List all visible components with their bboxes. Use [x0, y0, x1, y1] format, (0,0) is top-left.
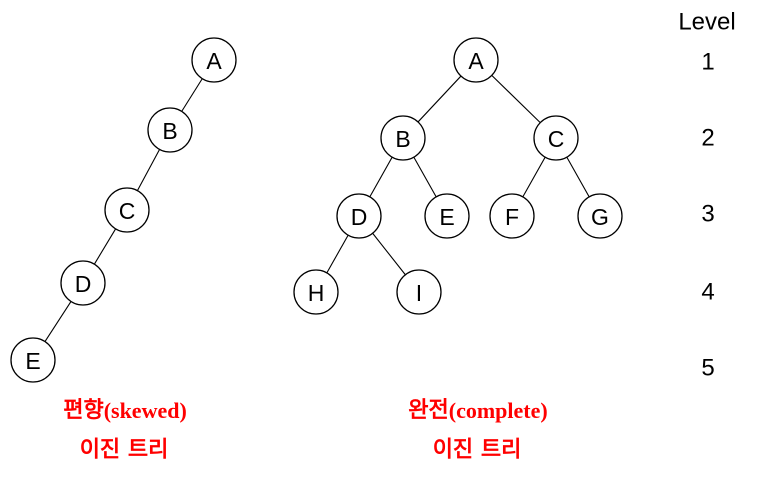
- complete-node-label: A: [468, 48, 484, 74]
- level-1: 1: [701, 49, 714, 76]
- level-2: 2: [701, 125, 714, 152]
- complete-node-h: H: [293, 269, 339, 315]
- level-column: Level 1 2 3 4 5: [678, 9, 735, 382]
- complete-edge-c-f: [522, 156, 546, 198]
- complete-node-circle: [453, 37, 499, 83]
- complete-node-label: G: [591, 204, 609, 230]
- skewed-node-label: B: [162, 118, 177, 144]
- complete-node-label: E: [439, 204, 454, 230]
- level-header: Level: [678, 9, 735, 36]
- complete-caption-line1: 완전(complete): [408, 398, 547, 423]
- skewed-tree-edges: [44, 78, 203, 342]
- skewed-node-circle: [60, 260, 106, 306]
- complete-node-circle: [577, 193, 623, 239]
- complete-tree: A B C D E F G H I: [293, 37, 623, 315]
- complete-edge-c-g: [566, 156, 590, 198]
- complete-node-d: D: [336, 193, 382, 239]
- complete-node-circle: [293, 269, 339, 315]
- skewed-node-a: A: [191, 37, 237, 83]
- skewed-caption-korean: 편향: [63, 398, 103, 423]
- complete-tree-caption: 완전(complete) 이진 트리: [408, 398, 547, 463]
- complete-node-circle: [336, 193, 382, 239]
- skewed-node-label: A: [206, 48, 222, 74]
- level-4: 4: [701, 279, 714, 306]
- complete-node-c: C: [533, 115, 579, 161]
- skewed-node-circle: [191, 37, 237, 83]
- complete-caption-korean: 완전: [408, 398, 448, 423]
- complete-node-label: I: [416, 280, 422, 306]
- complete-node-circle: [380, 115, 426, 161]
- skewed-edge-b-c: [136, 149, 161, 191]
- complete-node-label: H: [308, 280, 325, 306]
- complete-node-circle: [533, 115, 579, 161]
- skewed-node-b: B: [147, 107, 193, 153]
- skewed-node-c: C: [104, 187, 150, 233]
- skewed-caption-line2: 이진 트리: [80, 438, 169, 463]
- complete-node-g: G: [577, 193, 623, 239]
- skewed-tree-caption: 편향(skewed) 이진 트리: [63, 398, 187, 463]
- complete-node-i: I: [396, 269, 442, 315]
- complete-edge-a-b: [417, 75, 462, 123]
- skewed-node-circle: [147, 107, 193, 153]
- complete-tree-edges: [326, 74, 590, 276]
- skewed-node-circle: [10, 337, 56, 383]
- complete-edge-b-d: [369, 156, 393, 198]
- skewed-node-label: D: [75, 271, 92, 297]
- complete-node-label: B: [395, 126, 410, 152]
- complete-edge-d-i: [372, 232, 406, 276]
- complete-edge-a-c: [491, 74, 541, 124]
- level-3: 3: [701, 201, 714, 228]
- complete-node-label: F: [505, 204, 519, 230]
- skewed-edge-d-e: [44, 301, 72, 342]
- skewed-tree: A B C D E: [10, 37, 237, 383]
- complete-node-f: F: [489, 193, 535, 239]
- skewed-node-label: C: [119, 198, 136, 224]
- complete-node-label: D: [351, 204, 368, 230]
- complete-caption-line2: 이진 트리: [433, 438, 522, 463]
- complete-node-e: E: [424, 193, 470, 239]
- skewed-node-circle: [104, 187, 150, 233]
- complete-node-a: A: [453, 37, 499, 83]
- skewed-caption-line1: 편향(skewed): [63, 398, 187, 423]
- complete-node-b: B: [380, 115, 426, 161]
- skewed-node-e: E: [10, 337, 56, 383]
- skewed-caption-latin: (skewed): [104, 398, 187, 423]
- complete-node-circle: [396, 269, 442, 315]
- complete-edge-d-h: [326, 234, 349, 274]
- skewed-node-d: D: [60, 260, 106, 306]
- complete-caption-latin: (complete): [449, 398, 548, 423]
- level-5: 5: [701, 355, 714, 382]
- complete-node-circle: [424, 193, 470, 239]
- skewed-edge-c-d: [93, 228, 117, 265]
- complete-node-label: C: [548, 126, 565, 152]
- complete-edge-b-e: [413, 156, 437, 198]
- skewed-edge-a-b: [181, 78, 203, 112]
- skewed-node-label: E: [25, 348, 40, 374]
- complete-node-circle: [489, 193, 535, 239]
